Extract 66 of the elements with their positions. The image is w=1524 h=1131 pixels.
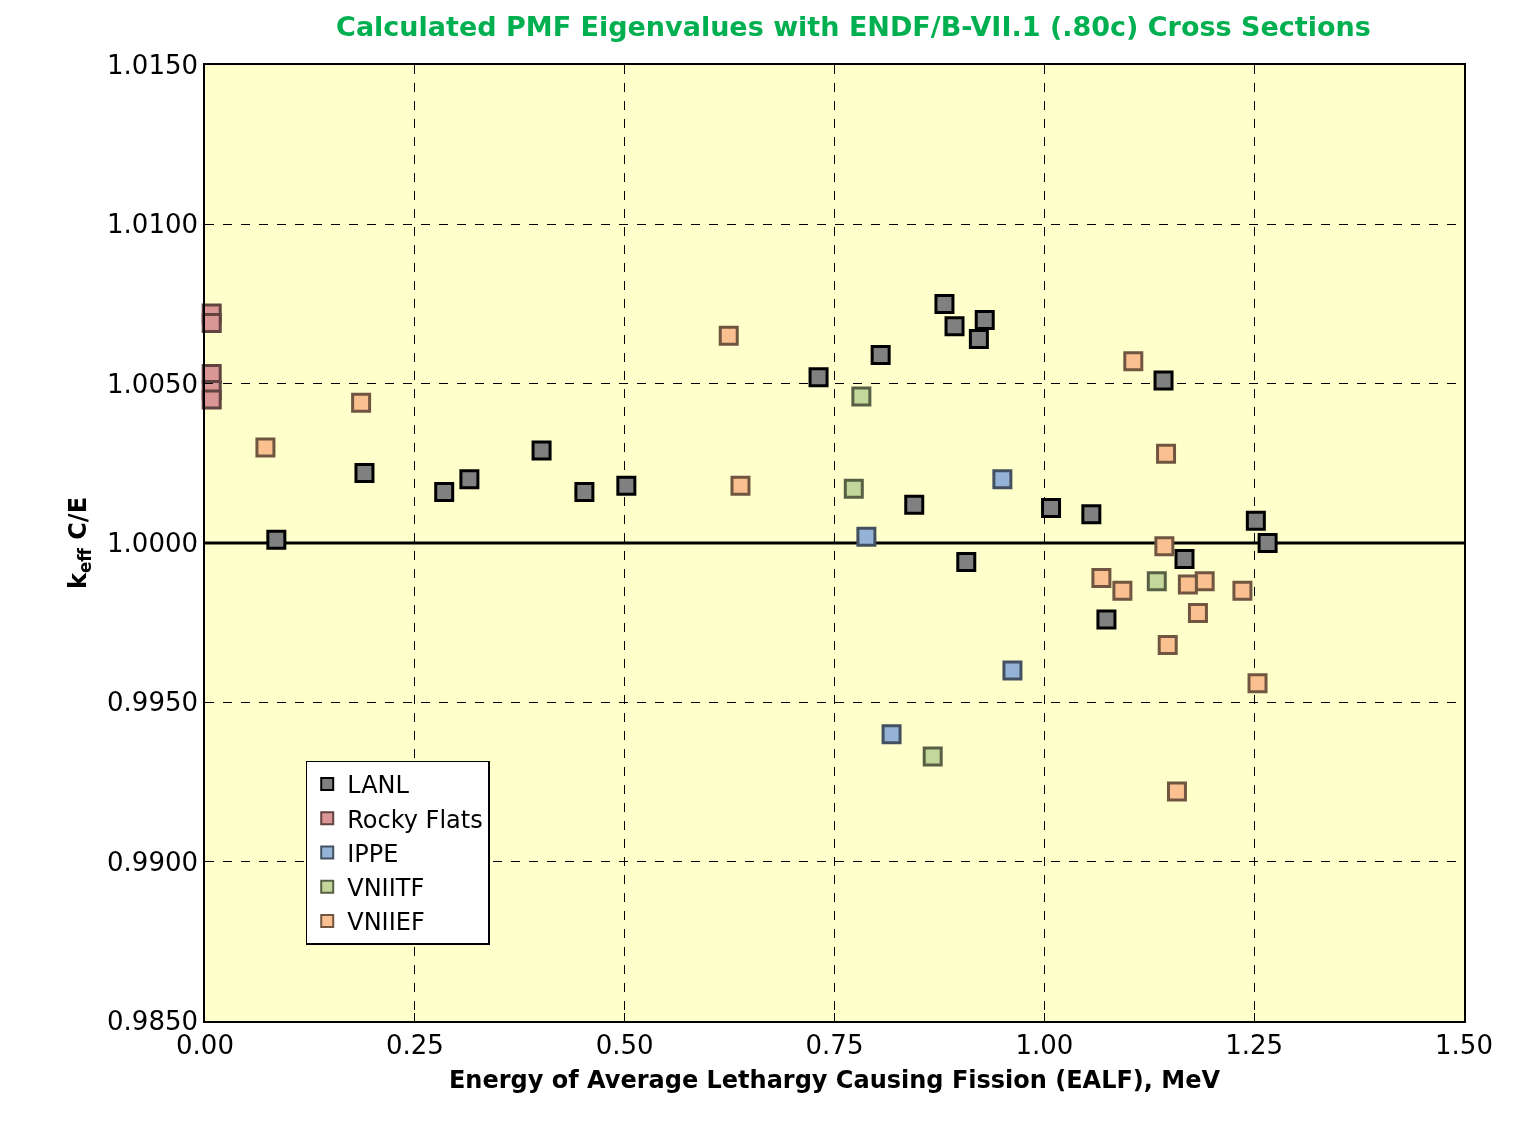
point [1096,609,1117,630]
point [718,325,739,346]
point [1232,580,1253,601]
point [851,386,872,407]
point [1187,603,1208,624]
point [459,469,480,490]
point [808,367,829,388]
point [881,724,902,745]
point [201,389,222,410]
point [968,329,989,350]
point [1156,443,1177,464]
point [434,482,455,503]
point [354,462,375,483]
x-axis-title: Energy of Average Lethargy Causing Fission (EALF), MeV [448,1065,1221,1094]
point [730,475,751,496]
x-tick-label: 0.25 [385,1029,444,1060]
point [856,526,877,547]
point [351,392,372,413]
point [922,746,943,767]
point [201,313,222,334]
y-tick-label: 1.0050 [107,368,199,399]
point [904,494,925,515]
y-tick-label: 1.0150 [107,50,199,81]
point [870,344,891,365]
point [934,294,955,314]
point [944,316,965,337]
point [1041,497,1062,518]
point [1245,510,1266,531]
point [992,469,1013,490]
y-tick-label: 0.9900 [107,846,199,877]
point [1157,634,1178,655]
point [1146,571,1167,592]
point [1002,660,1023,681]
point [843,478,864,499]
x-tick-label: 1.00 [1015,1029,1074,1060]
point [1166,781,1187,802]
point [266,529,287,550]
legend-label: LANL [347,771,410,800]
legend-label: IPPE [347,839,399,868]
chart-title: Calculated PMF Eigenvalues with ENDF/B-VII.1 (.80c) Cross Sections [336,10,1371,42]
legend-label: VNIIEF [347,908,425,937]
point [531,440,552,461]
point [574,482,595,503]
point [1091,568,1112,589]
x-tick-label: 0.75 [805,1029,864,1060]
point [974,309,995,330]
point [1247,673,1268,694]
point [1153,370,1174,391]
point [1154,536,1175,557]
y-tick-label: 0.9950 [107,687,199,718]
legend-label: VNIITF [347,874,425,903]
point [1123,351,1144,372]
point [1112,580,1133,601]
x-tick-label: 0.50 [595,1029,654,1060]
y-tick-label: 1.0100 [107,209,199,240]
legend-label: Rocky Flats [347,805,483,834]
y-tick-label: 1.0000 [107,528,199,559]
point [1174,548,1195,569]
point [255,437,276,458]
point [1257,533,1278,553]
point [956,552,977,573]
x-tick-label: 1.50 [1435,1029,1493,1060]
point [1177,574,1198,595]
x-tick-label: 1.25 [1225,1029,1284,1060]
point [1081,504,1102,525]
point [616,475,637,496]
